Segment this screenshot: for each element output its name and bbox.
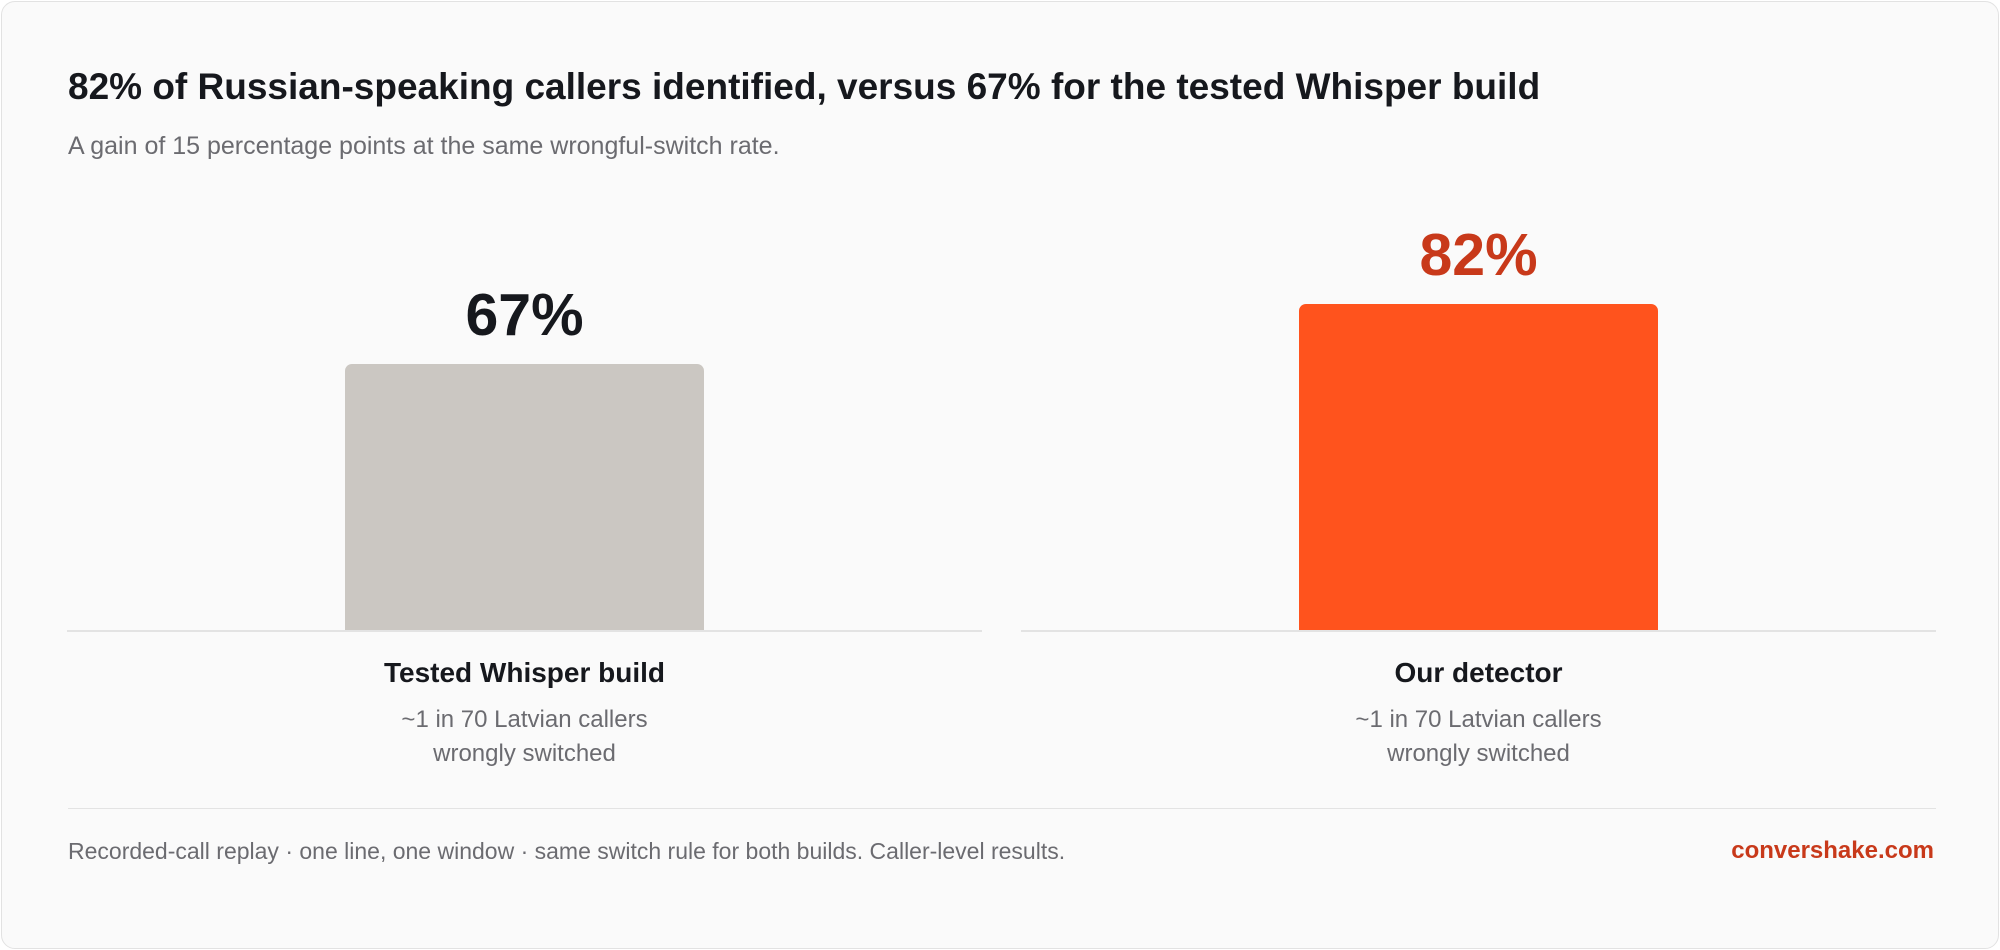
footer-note: Recorded-call replay · one line, one win… (68, 838, 1066, 864)
bar (1299, 304, 1658, 630)
category-note: ~1 in 70 Latvian callers wrongly switche… (401, 706, 648, 767)
value-label: 82% (1419, 222, 1538, 289)
category-label: Our detector (1394, 657, 1563, 688)
baseline (1021, 630, 1936, 632)
divider (68, 808, 1936, 809)
category-label: Tested Whisper build (383, 657, 666, 688)
baseline (67, 630, 982, 632)
bar (345, 364, 704, 630)
brand: convershake.com (1731, 837, 1934, 864)
value-label: 67% (465, 282, 584, 348)
category-note: ~1 in 70 Latvian callers wrongly switche… (1355, 706, 1602, 767)
chart-title: 82% of Russian-speaking callers identifi… (68, 66, 1541, 107)
chart-subtitle: A gain of 15 percentage points at the sa… (68, 132, 780, 160)
